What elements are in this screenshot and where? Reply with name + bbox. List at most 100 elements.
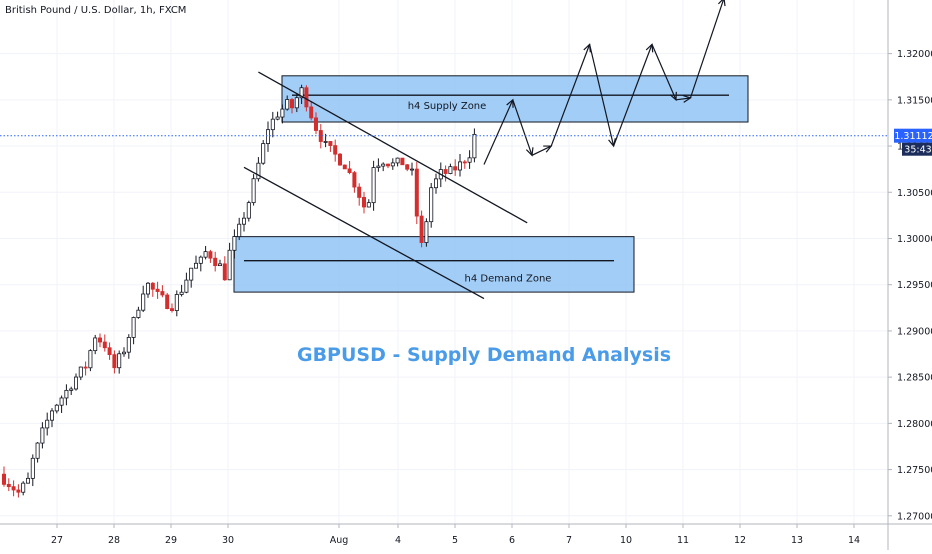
candle-body-90 xyxy=(433,178,438,189)
candle-body-33 xyxy=(160,291,165,296)
candle-body-18 xyxy=(88,350,93,369)
candle-body-7 xyxy=(35,442,40,459)
x-tick-label-6: 5 xyxy=(452,535,458,546)
candle-body-82 xyxy=(395,157,400,164)
candle-body-83 xyxy=(400,157,405,166)
candle-body-15 xyxy=(74,376,79,390)
candle-body-94 xyxy=(453,166,458,171)
x-tick-label-3: 30 xyxy=(222,535,234,546)
candle-body-67 xyxy=(323,141,328,143)
candle-body-62 xyxy=(299,87,304,99)
x-tick-label-13: 14 xyxy=(848,535,860,546)
demand-zone-label: h4 Demand Zone xyxy=(465,274,552,285)
drawings xyxy=(0,0,888,300)
projection-segment-3 xyxy=(550,44,591,147)
candle-body-95 xyxy=(457,161,462,171)
projection-segment-8 xyxy=(689,0,725,99)
candle-body-12 xyxy=(59,397,64,406)
candle-body-11 xyxy=(54,404,59,412)
candle-body-65 xyxy=(313,117,318,131)
candle-body-93 xyxy=(448,166,453,174)
candles xyxy=(2,84,477,498)
candle-body-24 xyxy=(117,353,122,369)
x-tick-label-10: 11 xyxy=(677,535,689,546)
candle-body-60 xyxy=(289,99,294,109)
candle-body-19 xyxy=(93,337,98,352)
candle-body-23 xyxy=(112,354,117,369)
candle-body-71 xyxy=(342,164,347,170)
trendline-1 xyxy=(243,166,485,300)
candle-body-27 xyxy=(131,317,136,338)
candle-body-87 xyxy=(419,215,424,243)
candle-body-48 xyxy=(232,236,237,251)
candle-body-6 xyxy=(30,457,35,479)
candle-body-63 xyxy=(304,87,309,108)
candle-body-41 xyxy=(198,256,203,264)
candle-body-81 xyxy=(390,162,395,167)
candle-body-89 xyxy=(429,187,434,223)
candle-body-58 xyxy=(280,108,285,118)
candle-body-75 xyxy=(361,197,366,208)
candle-body-20 xyxy=(98,337,103,343)
symbol-label: British Pound / U.S. Dollar, 1h, FXCM xyxy=(5,5,186,16)
current-price-text: 1.31112 xyxy=(894,131,932,142)
candle-body-8 xyxy=(40,427,45,444)
projection-segment-2 xyxy=(531,145,552,156)
projection-segment-1 xyxy=(512,99,533,156)
candle-body-25 xyxy=(122,351,127,355)
candle-body-49 xyxy=(237,223,242,237)
candle-body-40 xyxy=(193,262,198,269)
x-tick-label-5: 4 xyxy=(395,535,401,546)
candle-body-80 xyxy=(385,163,390,167)
projection-arrowhead-8 xyxy=(717,0,726,7)
candle-body-76 xyxy=(366,202,371,208)
x-tick-label-7: 6 xyxy=(509,535,515,546)
x-tick-label-11: 12 xyxy=(734,535,746,546)
candle-body-85 xyxy=(409,168,414,171)
candle-body-17 xyxy=(83,366,88,369)
candle-body-43 xyxy=(208,251,213,259)
candle-body-26 xyxy=(126,337,131,353)
candle-body-39 xyxy=(189,267,194,281)
candle-body-56 xyxy=(270,118,275,131)
candle-body-16 xyxy=(78,366,83,378)
candle-body-54 xyxy=(261,143,266,164)
projection-segment-4 xyxy=(589,44,615,147)
y-tick-label-7: 1.28500 xyxy=(897,373,932,384)
trendline-0 xyxy=(258,71,528,224)
candle-body-53 xyxy=(256,162,261,180)
y-tick-label-3: 1.30500 xyxy=(897,188,932,199)
candle-body-64 xyxy=(309,106,314,119)
candle-body-42 xyxy=(203,251,208,258)
y-tick-label-8: 1.28000 xyxy=(897,419,932,430)
candle-body-51 xyxy=(246,202,251,219)
y-tick-label-1: 1.31500 xyxy=(897,95,932,106)
countdown-badge xyxy=(902,142,932,156)
projection-segment-0 xyxy=(483,99,514,165)
candle-body-35 xyxy=(169,308,174,311)
candle-body-78 xyxy=(376,165,381,168)
x-tick-label-8: 7 xyxy=(566,535,572,546)
candle-body-44 xyxy=(213,257,218,267)
candle-body-2 xyxy=(11,486,16,491)
candle-body-96 xyxy=(462,161,467,164)
x-tick-label-12: 13 xyxy=(791,535,803,546)
candle-body-68 xyxy=(328,141,333,146)
candle-body-61 xyxy=(294,97,299,109)
supply-zone-label: h4 Supply Zone xyxy=(408,101,487,112)
candle-body-32 xyxy=(155,288,160,292)
candle-body-31 xyxy=(150,282,155,290)
projection-segment-6 xyxy=(651,44,677,101)
candle-body-52 xyxy=(251,178,256,204)
candle-body-30 xyxy=(145,282,150,295)
candle-body-0 xyxy=(2,473,7,485)
x-tick-label-0: 27 xyxy=(51,535,63,546)
candle-body-92 xyxy=(443,169,448,174)
candle-body-73 xyxy=(352,172,357,188)
candle-body-45 xyxy=(217,263,222,267)
candle-body-38 xyxy=(184,279,189,293)
x-tick-label-4: Aug xyxy=(330,535,349,546)
